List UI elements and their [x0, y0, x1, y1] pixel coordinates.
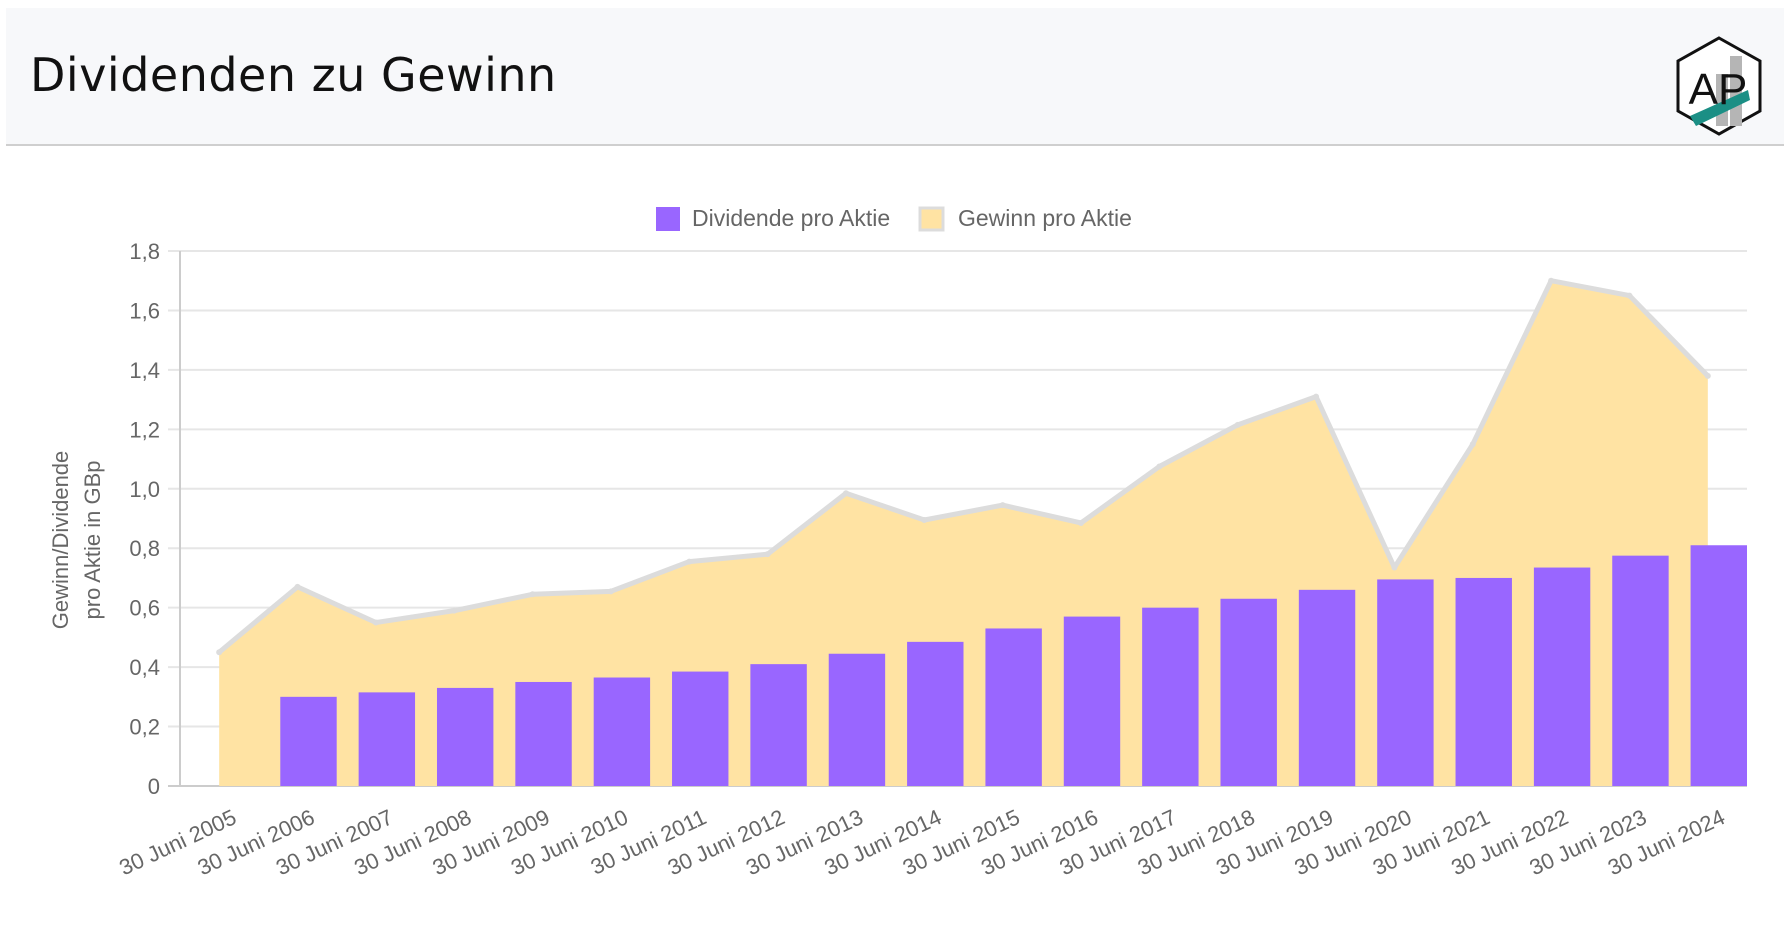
earnings-point[interactable] — [686, 558, 693, 565]
earnings-point[interactable] — [1469, 441, 1476, 448]
earnings-point[interactable] — [372, 619, 379, 626]
y-axis-label-line2: pro Aktie in GBp — [80, 461, 105, 620]
dividend-bar[interactable] — [593, 677, 651, 786]
legend-label-earnings: Gewinn pro Aktie — [958, 205, 1132, 231]
dividend-bar[interactable] — [1063, 616, 1121, 786]
dividend-bar[interactable] — [1533, 567, 1591, 786]
dividend-bar[interactable] — [1142, 607, 1199, 786]
earnings-point[interactable] — [294, 583, 301, 590]
earnings-point[interactable] — [999, 502, 1006, 509]
earnings-point[interactable] — [842, 490, 849, 497]
dividend-bar[interactable] — [358, 692, 416, 786]
y-tick-label: 1,0 — [129, 477, 160, 502]
dividend-bar[interactable] — [750, 664, 807, 786]
y-tick-label: 1,8 — [129, 239, 160, 264]
y-axis-label-line1: Gewinn/Dividende — [48, 451, 73, 630]
dividend-bar[interactable] — [436, 687, 494, 786]
earnings-point[interactable] — [921, 516, 928, 523]
legend-swatch-earnings[interactable] — [918, 206, 945, 232]
legend: Dividende pro Aktie Gewinn pro Aktie — [656, 205, 1132, 232]
y-tick-label: 0,6 — [129, 596, 160, 621]
earnings-point[interactable] — [764, 551, 771, 558]
earnings-point[interactable] — [1626, 292, 1633, 299]
y-tick-label: 0,2 — [129, 715, 160, 740]
dividend-bar[interactable] — [1612, 555, 1669, 786]
dividend-bar[interactable] — [985, 628, 1042, 786]
dividend-earnings-chart: Dividende pro Aktie Gewinn pro Aktie Gew… — [48, 205, 1747, 880]
page-title: Dividenden zu Gewinn — [30, 48, 557, 102]
legend-swatch-dividend[interactable] — [656, 207, 680, 231]
y-tick-label: 0 — [148, 774, 160, 799]
earnings-point[interactable] — [1313, 393, 1320, 400]
earnings-point[interactable] — [529, 591, 536, 598]
dividend-bar[interactable] — [672, 671, 729, 786]
logo-icon: AP — [1670, 34, 1768, 138]
earnings-line — [217, 278, 1710, 655]
earnings-point[interactable] — [1704, 372, 1711, 379]
dividend-bar[interactable] — [828, 653, 886, 786]
y-tick-label: 1,2 — [129, 417, 160, 442]
logo-text: AP — [1689, 65, 1748, 114]
dividend-bar[interactable] — [1690, 545, 1747, 786]
dividend-bar[interactable] — [1298, 589, 1356, 786]
earnings-point[interactable] — [1156, 463, 1163, 470]
earnings-point[interactable] — [1391, 564, 1398, 571]
y-axis-ticks: 0 0,2 0,4 0,6 0,8 1,0 1,2 1,4 1,6 1,8 — [129, 239, 160, 799]
y-axis-label: Gewinn/Dividende pro Aktie in GBp — [48, 451, 105, 630]
y-tick-label: 1,4 — [129, 358, 160, 383]
chart-area: Dividende pro Aktie Gewinn pro Aktie Gew… — [0, 150, 1790, 936]
dividend-bar[interactable] — [515, 681, 572, 786]
dividend-bar[interactable] — [1377, 579, 1434, 786]
earnings-point[interactable] — [1548, 277, 1555, 284]
dividend-bar[interactable] — [1455, 577, 1512, 786]
legend-label-dividend: Dividende pro Aktie — [692, 205, 890, 231]
earnings-point[interactable] — [216, 649, 223, 656]
earnings-point[interactable] — [607, 588, 614, 595]
dividend-bar-series — [280, 545, 1747, 786]
y-tick-label: 0,4 — [129, 655, 160, 680]
header-bar: Dividenden zu Gewinn AP — [6, 8, 1784, 146]
y-tick-label: 0,8 — [129, 536, 160, 561]
earnings-point[interactable] — [1078, 519, 1085, 526]
dividend-bar[interactable] — [907, 641, 964, 786]
earnings-point[interactable] — [1234, 421, 1241, 428]
dividend-bar[interactable] — [280, 696, 337, 786]
y-tick-label: 1,6 — [129, 298, 160, 323]
dividend-bar[interactable] — [1220, 598, 1277, 786]
earnings-point[interactable] — [451, 607, 458, 614]
